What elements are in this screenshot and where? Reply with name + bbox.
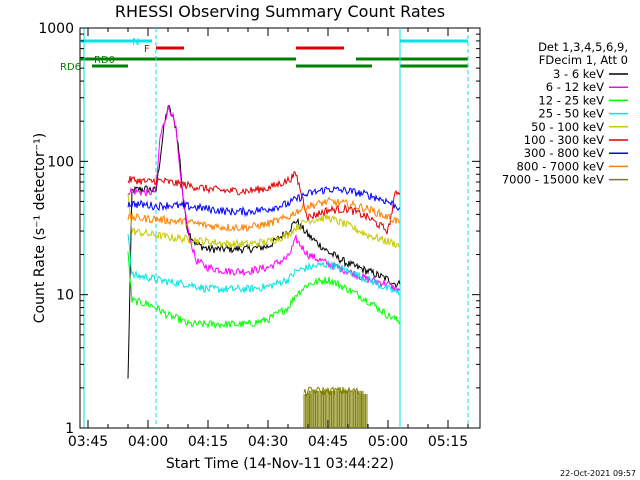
y-tick-label: 10 xyxy=(56,288,74,304)
y-tick-label: 1 xyxy=(65,421,74,437)
x-tick-label: 04:30 xyxy=(248,434,288,450)
legend-entry-label: 6 - 12 keV xyxy=(546,80,604,94)
x-axis: 03:45 04:00 04:15 04:30 04:45 05:00 05:15 xyxy=(68,28,469,450)
legend-entry-label: 7000 - 15000 keV xyxy=(502,173,604,187)
series-lines xyxy=(127,104,401,428)
legend-entry-label: 800 - 7000 keV xyxy=(516,159,604,173)
legend-entry-label: 12 - 25 keV xyxy=(538,93,604,107)
date-stamp: 22-Oct-2021 09:57 xyxy=(560,469,636,478)
x-axis-label: Start Time (14-Nov-11 03:44:22) xyxy=(166,456,394,472)
legend-entry-label: 100 - 300 keV xyxy=(524,133,604,147)
y-tick-label: 1000 xyxy=(38,21,74,37)
x-tick-label: 04:45 xyxy=(308,434,348,450)
legend-header-line: Det 1,3,4,5,6,9, xyxy=(538,40,628,54)
x-tick-label: 05:00 xyxy=(368,434,408,450)
series-100-300-kev-line xyxy=(127,171,401,235)
legend-entry-label: 25 - 50 keV xyxy=(538,107,604,121)
legend: Det 1,3,4,5,6,9,FDecim 1, Att 03 - 6 keV… xyxy=(502,40,628,187)
y-axis-label: Count Rate (s⁻¹ detector⁻¹) xyxy=(32,133,48,323)
legend-entry-label: 300 - 800 keV xyxy=(524,146,604,160)
status-bar-label-n: N xyxy=(132,37,139,48)
legend-header-line: FDecim 1, Att 0 xyxy=(539,53,628,67)
plot-frame xyxy=(79,27,481,429)
series-12-25-kev-line xyxy=(127,251,401,330)
x-tick-label: 04:00 xyxy=(128,434,168,450)
status-bar-label-rd6: RD6 xyxy=(60,62,81,73)
x-tick-label: 05:15 xyxy=(428,434,468,450)
x-tick-label: 04:15 xyxy=(188,434,228,450)
series-6-12-kev-line xyxy=(127,105,401,293)
status-bars: NF RD0 RD6 xyxy=(60,37,468,73)
legend-entry-label: 50 - 100 keV xyxy=(531,120,604,134)
reference-lines xyxy=(83,28,469,428)
status-bar-label-f: F xyxy=(144,44,150,55)
status-bar-label-rd0: RD0 xyxy=(94,55,115,66)
series-25-50-kev-line xyxy=(127,233,401,296)
y-axis: 1 10 100 1000 xyxy=(38,21,480,437)
legend-entry-label: 3 - 6 keV xyxy=(553,67,604,81)
x-tick-label: 03:45 xyxy=(68,434,108,450)
series-7000-15000-kev-line xyxy=(303,386,361,398)
series-300-800-kev-line xyxy=(127,185,401,218)
y-tick-label: 100 xyxy=(47,154,74,170)
series-800-7000-kev-line xyxy=(127,196,401,233)
chart-title: RHESSI Observing Summary Count Rates xyxy=(115,2,445,21)
series-50-100-kev-line xyxy=(127,193,401,249)
